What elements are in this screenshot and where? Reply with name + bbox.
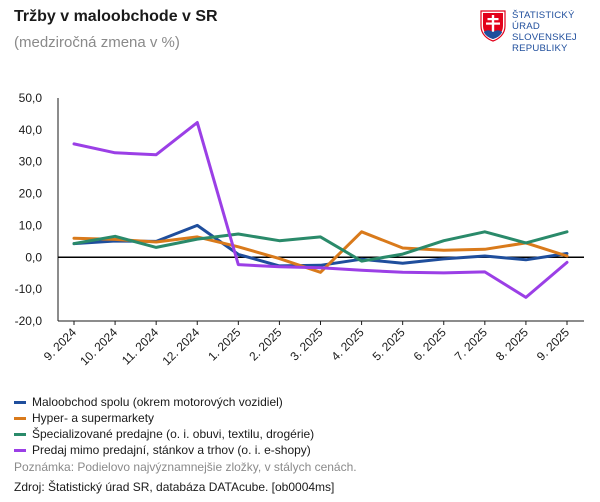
legend-swatch [14, 448, 26, 452]
y-tick-label: 0,0 [25, 250, 42, 264]
x-tick-label: 2. 2025 [246, 325, 284, 363]
chart-note: Poznámka: Podielovo najvýznamnejšie zlož… [14, 460, 357, 474]
logo-line: SLOVENSKEJ [512, 32, 577, 43]
x-tick-label: 11. 2024 [119, 325, 162, 368]
logo-line: ŠTATISTICKÝ [512, 10, 575, 21]
chart-subtitle: (medziročná zmena v %) [14, 34, 180, 51]
legend-item: Hyper- a supermarkety [14, 410, 314, 426]
x-tick-label: 8. 2025 [493, 325, 531, 363]
legend-item: Predaj mimo predajní, stánkov a trhov (o… [14, 442, 314, 458]
chart-source: Zdroj: Štatistický úrad SR, databáza DAT… [14, 480, 335, 494]
x-tick-label: 6. 2025 [411, 325, 449, 363]
logo-text: ŠTATISTICKÝ ÚRAD SLOVENSKEJ REPUBLIKY [512, 10, 577, 54]
legend-label: Predaj mimo predajní, stánkov a trhov (o… [32, 443, 311, 457]
y-tick-label: 10,0 [19, 218, 43, 232]
y-tick-label: 20,0 [19, 187, 43, 201]
legend-item: Maloobchod spolu (okrem motorových vozid… [14, 394, 314, 410]
chart-legend: Maloobchod spolu (okrem motorových vozid… [14, 394, 314, 458]
line-chart: -20,0 -10,0 0,0 10,0 20,0 30,0 40,0 50,0 9. 2024… [15, 91, 584, 368]
logo-line: ÚRAD [512, 21, 540, 32]
legend-item: Špecializované predajne (o. i. obuvi, te… [14, 426, 314, 442]
legend-label: Maloobchod spolu (okrem motorových vozid… [32, 395, 283, 409]
x-tick-label: 10. 2024 [77, 325, 120, 368]
legend-swatch [14, 432, 26, 436]
series-line [72, 230, 569, 274]
x-tick-label: 7. 2025 [452, 325, 490, 363]
x-tick-label: 12. 2024 [159, 325, 202, 368]
chart-title: Tržby v maloobchode v SR [14, 8, 218, 25]
legend-swatch [14, 400, 26, 404]
y-tick-label: -10,0 [15, 282, 43, 296]
x-tick-label: 9. 2024 [41, 325, 79, 363]
x-tick-label: 1. 2025 [205, 325, 243, 363]
x-tick-label: 9. 2025 [534, 325, 572, 363]
y-tick-label: -20,0 [15, 314, 43, 328]
susr-logo: ŠTATISTICKÝ ÚRAD SLOVENSKEJ REPUBLIKY [480, 10, 592, 60]
x-tick-label: 3. 2025 [287, 325, 325, 363]
y-tick-label: 30,0 [19, 155, 43, 169]
y-tick-label: 40,0 [19, 123, 43, 137]
y-tick-label: 50,0 [19, 91, 43, 105]
x-tick-label: 4. 2025 [328, 325, 366, 363]
legend-label: Špecializované predajne (o. i. obuvi, te… [32, 427, 315, 441]
series-line [72, 121, 569, 299]
slovak-coat-of-arms-icon [480, 10, 506, 42]
legend-label: Hyper- a supermarkety [32, 411, 155, 425]
logo-line: REPUBLIKY [512, 43, 568, 54]
x-tick-label: 5. 2025 [370, 325, 408, 363]
series-line [72, 230, 569, 263]
legend-swatch [14, 416, 26, 420]
